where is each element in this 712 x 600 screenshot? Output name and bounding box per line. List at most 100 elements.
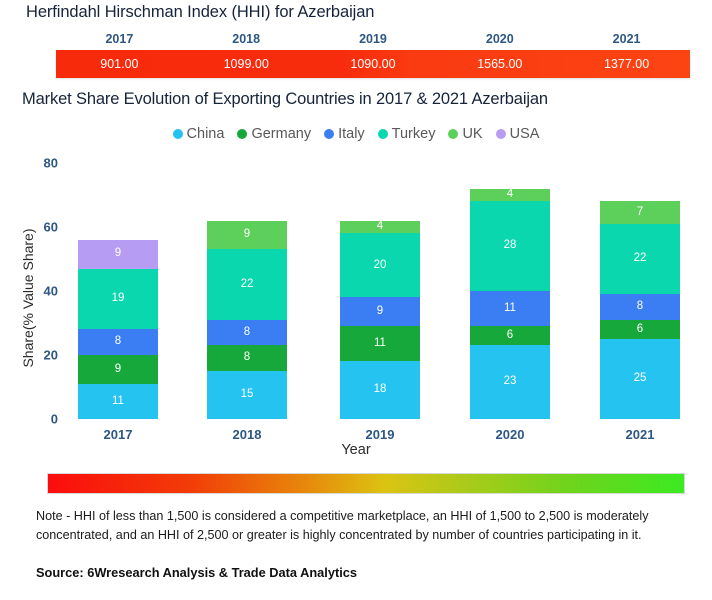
- legend-item-turkey[interactable]: Turkey: [377, 126, 436, 142]
- hhi-value-2017: 901.00: [100, 57, 139, 71]
- bar-segment-2017-china[interactable]: 11: [78, 383, 158, 419]
- legend-swatch-uk-icon: [448, 129, 459, 139]
- y-axis-ticks: 0 20 40 60 80: [8, 150, 58, 450]
- chart-plot-area: Share(% Value Share) 0 20 40 60 80 9 19 8 9 11 20…: [0, 150, 712, 458]
- bar-segment-2020-china[interactable]: 23: [470, 345, 550, 419]
- bar-segment-2018-uk[interactable]: 9: [207, 220, 287, 250]
- legend-item-uk[interactable]: UK: [448, 126, 483, 142]
- x-tick-label-2018: 2018: [232, 427, 262, 442]
- bar-segment-value: 23: [503, 375, 517, 388]
- bar-segment-2021-italy[interactable]: 8: [600, 294, 680, 320]
- legend-label-turkey: Turkey: [391, 126, 436, 142]
- bar-segment-2019-china[interactable]: 18: [340, 361, 420, 419]
- legend-item-usa[interactable]: USA: [495, 126, 540, 142]
- bar-segment-value: 22: [633, 252, 647, 265]
- bar-segment-2019-italy[interactable]: 9: [340, 297, 420, 327]
- bar-segment-value: 18: [373, 383, 387, 396]
- x-axis-title: Year: [341, 442, 371, 458]
- bar-segment-2019-turkey[interactable]: 20: [340, 233, 420, 298]
- hhi-year-header-2018: 2018: [232, 32, 261, 46]
- hhi-year-header-2019: 2019: [359, 32, 387, 46]
- legend-swatch-china-icon: [172, 129, 183, 139]
- bar-segment-2020-turkey[interactable]: 28: [470, 201, 550, 292]
- bar-segment-value: 19: [111, 292, 125, 305]
- legend-swatch-usa-icon: [495, 129, 506, 139]
- bar-segment-value: 8: [114, 335, 122, 348]
- bar-column-2017[interactable]: 9 19 8 9 11: [78, 239, 158, 419]
- bar-segment-value: 9: [114, 247, 122, 260]
- page-title: Herfindahl Hirschman Index (HHI) for Aze…: [26, 3, 375, 21]
- bar-segment-2018-italy[interactable]: 8: [207, 319, 287, 346]
- legend-label-china: China: [186, 126, 225, 142]
- bar-segment-value: 8: [636, 300, 644, 313]
- legend-swatch-turkey-icon: [377, 129, 388, 139]
- hhi-table-value-row: 901.00 1099.00 1090.00 1565.00 1377.00: [56, 50, 690, 78]
- bar-segment-2019-germany[interactable]: 11: [340, 326, 420, 362]
- bar-segment-2017-usa[interactable]: 9: [78, 239, 158, 269]
- bar-segment-value: 11: [374, 337, 386, 350]
- x-tick-label-2017: 2017: [103, 427, 133, 442]
- hhi-table-year-header-row: 2017 2018 2019 2020 2021: [56, 28, 690, 50]
- hhi-value-2018: 1099.00: [223, 57, 269, 71]
- bar-segment-2018-germany[interactable]: 8: [207, 345, 287, 371]
- legend-item-china[interactable]: China: [172, 126, 225, 142]
- legend-label-usa: USA: [509, 126, 540, 142]
- footer-note: Note - HHI of less than 1,500 is conside…: [36, 509, 649, 542]
- bar-segment-2017-germany[interactable]: 9: [78, 355, 158, 384]
- bar-segment-value: 9: [376, 305, 384, 318]
- bar-column-2020[interactable]: 4 28 11 6 23: [470, 188, 550, 419]
- bar-segment-2021-china[interactable]: 25: [600, 339, 680, 419]
- legend-label-italy: Italy: [338, 126, 365, 142]
- legend-label-germany: Germany: [251, 126, 312, 142]
- bar-segment-value: 7: [636, 205, 644, 218]
- bar-segment-value: 8: [243, 351, 251, 364]
- hhi-year-header-2021: 2021: [612, 32, 641, 46]
- bar-segment-value: 28: [503, 239, 517, 252]
- bar-segment-value: 15: [240, 388, 254, 401]
- bar-segment-value: 11: [504, 301, 516, 314]
- hhi-gradient-scale-bar: [47, 473, 685, 494]
- bar-segment-2020-uk[interactable]: 4: [470, 188, 550, 202]
- bar-segment-value: 9: [243, 228, 251, 241]
- bar-segment-2021-turkey[interactable]: 22: [600, 223, 680, 295]
- bar-segment-2017-turkey[interactable]: 19: [78, 268, 158, 330]
- bars-region: 9 19 8 9 11 2017 9 22 8 8 15 2018 4 20 9 11 18 2019 4 28 11 6…: [62, 150, 702, 450]
- bar-column-2018[interactable]: 9 22 8 8 15: [207, 220, 287, 419]
- footer-source: Source: 6Wresearch Analysis & Trade Data…: [36, 565, 358, 580]
- bar-segment-value: 25: [633, 372, 647, 385]
- bar-column-2021[interactable]: 7 22 8 6 25: [600, 201, 680, 419]
- bar-segment-2018-turkey[interactable]: 22: [207, 249, 287, 320]
- bar-segment-2020-germany[interactable]: 6: [470, 326, 550, 346]
- hhi-year-header-2020: 2020: [485, 32, 514, 46]
- x-tick-label-2019: 2019: [365, 427, 395, 442]
- bar-segment-value: 22: [240, 277, 254, 290]
- hhi-value-2020: 1565.00: [477, 57, 523, 71]
- hhi-index-table: 2017 2018 2019 2020 2021 901.00 1099.00 1090.0…: [56, 28, 690, 78]
- hhi-value-2021: 1377.00: [603, 57, 650, 71]
- legend-item-germany[interactable]: Germany: [237, 126, 311, 142]
- x-tick-label-2021: 2021: [625, 427, 655, 442]
- hhi-value-2019: 1090.00: [350, 57, 396, 71]
- bar-segment-2017-italy[interactable]: 8: [78, 329, 158, 356]
- bar-segment-value: 6: [506, 329, 514, 342]
- bar-segment-value: 4: [376, 220, 384, 233]
- y-tick-label-0: 0: [50, 411, 58, 427]
- bar-segment-value: 9: [114, 362, 122, 375]
- y-tick-label-20: 20: [43, 347, 58, 363]
- hhi-year-header-2017: 2017: [105, 32, 134, 46]
- bar-segment-value: 8: [243, 325, 251, 338]
- y-tick-label-40: 40: [43, 283, 58, 299]
- bar-segment-value: 11: [112, 394, 124, 407]
- bar-segment-value: 4: [506, 188, 514, 201]
- bar-segment-2020-italy[interactable]: 11: [470, 291, 550, 327]
- legend-swatch-italy-icon: [324, 129, 335, 139]
- y-tick-label-80: 80: [43, 155, 58, 171]
- bar-segment-2021-germany[interactable]: 6: [600, 319, 680, 339]
- bar-column-2019[interactable]: 4 20 9 11 18: [340, 220, 420, 419]
- legend-item-italy[interactable]: Italy: [324, 126, 365, 142]
- bar-segment-2019-uk[interactable]: 4: [340, 220, 420, 234]
- chart-title: Market Share Evolution of Exporting Coun…: [22, 90, 548, 108]
- bar-segment-2018-china[interactable]: 15: [207, 371, 287, 419]
- bar-segment-value: 20: [373, 258, 387, 271]
- bar-segment-2021-uk[interactable]: 7: [600, 201, 680, 224]
